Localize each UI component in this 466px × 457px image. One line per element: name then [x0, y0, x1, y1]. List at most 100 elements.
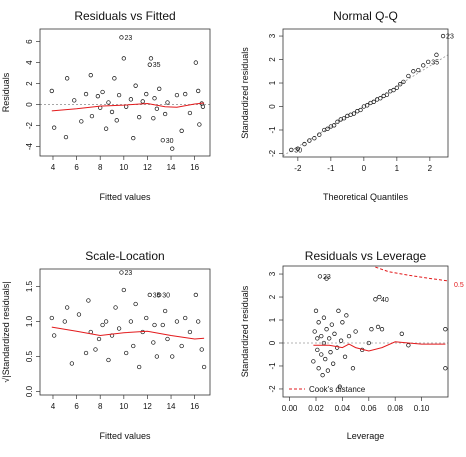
data-point [321, 315, 327, 320]
y-tick-label: -2 [25, 121, 34, 129]
data-point [140, 99, 145, 104]
x-axis-label: Theoretical Quantiles [323, 192, 409, 202]
y-tick-label: 0 [268, 340, 277, 345]
y-tick-label: -2 [268, 385, 277, 393]
data-point [113, 305, 118, 310]
data-point [375, 324, 381, 330]
data-point [394, 85, 400, 90]
data-point [399, 331, 404, 336]
data-point [52, 333, 57, 338]
data-point [128, 97, 134, 102]
y-tick-label: 0.0 [25, 385, 34, 397]
point-label: 30 [294, 147, 302, 154]
plot-frame [282, 28, 449, 158]
data-point [93, 347, 98, 352]
y-tick-label: -1 [268, 362, 277, 370]
data-point [319, 352, 324, 357]
data-point [358, 107, 363, 113]
residuals-vs-fitted-panel: Residuals vs Fitted 23 35 30 4 6 8 10 12 14 16 -4 -2… [1, 9, 211, 202]
x-tick-label: 14 [167, 402, 176, 411]
data-point [443, 327, 448, 332]
x-tick-label: 4 [51, 163, 56, 172]
y-tick-label: 1.5 [25, 280, 34, 292]
data-point [62, 319, 67, 324]
smooth-line [51, 326, 205, 340]
data-point [162, 308, 168, 314]
data-point [317, 274, 323, 279]
data-point [366, 340, 371, 346]
data-point [160, 138, 165, 143]
smooth-line [313, 341, 446, 352]
data-point [119, 35, 124, 40]
smooth-line [51, 102, 205, 112]
data-point [170, 146, 175, 151]
data-point [119, 270, 124, 275]
x-tick-label: 16 [190, 163, 199, 172]
data-point [137, 115, 142, 120]
data-point [183, 91, 188, 97]
data-point [324, 276, 329, 281]
data-point [144, 315, 149, 321]
data-point [148, 56, 154, 61]
data-point [116, 326, 122, 331]
y-tick-label: 2 [25, 81, 34, 86]
data-point [79, 119, 84, 124]
data-point [170, 354, 175, 359]
data-point [52, 125, 57, 130]
data-point [316, 366, 321, 371]
data-point [154, 106, 160, 111]
cooks-distance-curve [375, 266, 448, 282]
y-tick-label: 0 [268, 104, 277, 109]
scale-location-panel: Scale-Location 23 35 30 4 6 8 10 12 14 16 0.0 0.5 1.0… [1, 249, 211, 441]
data-point [324, 327, 329, 332]
plot-area [283, 33, 448, 157]
y-tick-label: 4 [25, 60, 34, 65]
data-point [106, 357, 111, 363]
data-point [335, 119, 340, 124]
data-point [332, 123, 337, 128]
data-point [112, 76, 117, 81]
data-point [83, 91, 89, 97]
y-axis-label: √|Standardized residuals| [1, 281, 11, 382]
data-point [193, 60, 198, 65]
x-tick-label: -2 [294, 164, 302, 173]
data-point [321, 340, 327, 346]
data-point [319, 333, 324, 339]
data-point [83, 350, 89, 356]
data-point [440, 33, 446, 39]
x-tick-label: 8 [98, 402, 103, 411]
data-point [147, 62, 152, 67]
x-axis-label: Leverage [347, 431, 385, 441]
data-point [199, 347, 204, 352]
data-point [89, 113, 95, 119]
data-point [341, 116, 347, 121]
data-point [325, 126, 330, 131]
x-tick-label: 10 [119, 402, 128, 411]
panel-title: Normal Q-Q [333, 9, 398, 23]
x-tick-label: -1 [327, 164, 335, 173]
point-label: 30 [166, 138, 174, 145]
x-tick-label: 12 [143, 163, 152, 172]
y-axis-label: Residuals [1, 72, 11, 112]
point-label: 23 [124, 35, 132, 42]
plot-area [283, 266, 448, 389]
point-label: 23 [124, 270, 132, 277]
data-point [200, 104, 206, 109]
data-point [443, 366, 448, 371]
data-point [332, 331, 337, 336]
data-point [411, 69, 416, 74]
panel-title: Scale-Location [85, 249, 164, 263]
x-tick-label: 14 [167, 163, 176, 172]
data-point [131, 343, 136, 349]
data-point [421, 63, 426, 68]
data-point [334, 345, 340, 350]
y-tick-label: 3 [268, 271, 277, 276]
data-point [307, 138, 312, 143]
x-tick-label: 16 [190, 402, 199, 411]
y-tick-label: -1 [268, 126, 277, 134]
data-point [312, 136, 317, 141]
plot-area [40, 35, 210, 151]
data-point [95, 94, 100, 99]
data-point [416, 67, 421, 73]
